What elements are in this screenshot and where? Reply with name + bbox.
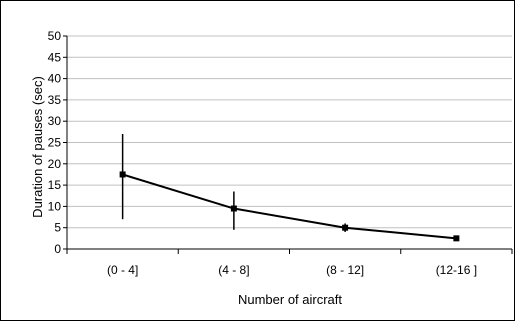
- y-tick-label-0: 0: [54, 242, 61, 256]
- y-tick-label-15: 15: [48, 178, 62, 192]
- axes: [63, 35, 513, 254]
- x-tick-label-0: (0 - 4]: [107, 263, 138, 277]
- data-point-1: [230, 205, 237, 212]
- y-tick-label-20: 20: [48, 157, 62, 171]
- gridlines: [67, 35, 512, 229]
- y-tick-label-10: 10: [48, 199, 62, 213]
- y-tick-label-40: 40: [48, 72, 62, 86]
- y-tick-label-5: 5: [54, 221, 61, 235]
- x-axis-label: Number of aircraft: [238, 292, 342, 307]
- data-point-3: [453, 235, 460, 242]
- x-tick-labels: (0 - 4] (4 - 8] (8 - 12] (12-16 ]: [107, 263, 477, 277]
- x-tick-label-1: (4 - 8]: [218, 263, 249, 277]
- series-layer: [119, 133, 460, 242]
- y-tick-label-35: 35: [48, 93, 62, 107]
- y-tick-label-50: 50: [48, 29, 62, 43]
- data-point-2: [342, 224, 349, 231]
- y-tick-label-30: 30: [48, 114, 62, 128]
- x-tick-label-2: (8 - 12]: [326, 263, 364, 277]
- y-tick-label-25: 25: [48, 136, 62, 150]
- y-axis-label: Duration of pauses (sec): [30, 76, 45, 218]
- y-tick-labels: 0 5 10 15 20 25 30 35 40 45 50: [48, 29, 62, 256]
- series-line-0: [122, 173, 457, 240]
- y-tick-label-45: 45: [48, 50, 62, 64]
- x-tick-label-3: (12-16 ]: [436, 263, 477, 277]
- data-point-0: [119, 171, 126, 178]
